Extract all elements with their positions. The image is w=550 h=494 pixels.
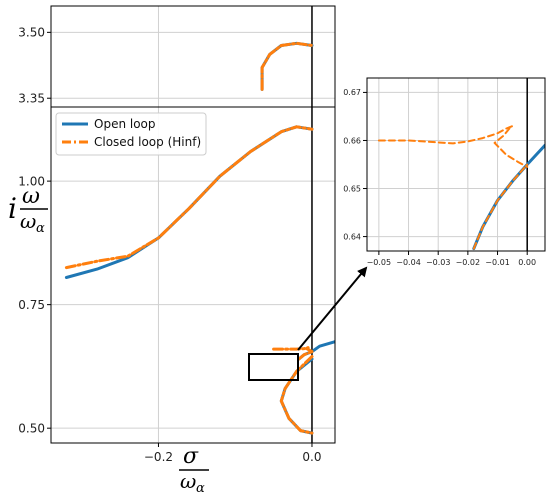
x-tick-label: −0.05	[367, 258, 392, 267]
y-tick-label: 0.67	[343, 88, 361, 97]
x-tick-label: −0.01	[485, 258, 510, 267]
legend-box	[55, 112, 207, 156]
x-tick-label: 0.00	[518, 258, 536, 267]
series-line-closed-loop	[377, 125, 514, 145]
y-axis-label: i ω ω α	[8, 184, 48, 236]
y-tick-label: 0.65	[343, 184, 361, 193]
lower-grid	[51, 107, 335, 443]
upper-grid	[51, 6, 335, 107]
zoom-box	[248, 353, 299, 381]
y-tick-label: 1.00	[18, 174, 45, 188]
series-line-open-loop	[260, 41, 314, 91]
zero-lines	[311, 6, 528, 443]
series-line-closed-loop	[297, 350, 314, 361]
y-tick-label: 0.75	[18, 298, 45, 312]
upper-axes-frame	[50, 5, 336, 108]
y-tick-label: 3.50	[18, 26, 45, 40]
x-tick-label: −0.03	[426, 258, 451, 267]
x-label-denominator: ω	[180, 469, 196, 493]
x-tick-label: −0.04	[396, 258, 421, 267]
zoom-arrow	[297, 266, 368, 351]
upper-series	[260, 41, 314, 91]
series-line-closed-loop	[279, 355, 314, 435]
legend: Open loop Closed loop (Hinf)	[55, 112, 207, 156]
x-tick-label: −0.02	[456, 258, 481, 267]
series-line-closed-loop	[64, 125, 314, 270]
y-tick-label: 3.35	[18, 91, 45, 105]
legend-label-closed-loop: Closed loop (Hinf)	[94, 135, 201, 149]
y-label-denominator: ω	[20, 209, 36, 233]
y-label-numerator: ω	[22, 184, 40, 209]
inset-series	[377, 125, 545, 251]
series-line-open-loop	[472, 143, 545, 251]
x-label-denominator-sub: α	[196, 481, 205, 494]
lower-series	[64, 125, 335, 435]
x-axis-label: σ ω α	[179, 444, 209, 494]
series-line-closed-loop	[472, 163, 529, 250]
legend-label-open-loop: Open loop	[94, 117, 156, 131]
lower-axes-frame	[50, 106, 336, 444]
y-tick-label: 0.66	[343, 136, 361, 145]
inset-grid	[367, 78, 545, 251]
tick-labels: 3.35 3.50 −0.2 0.0 0.50 0.75 1.00 −0.05 −0.04 −0.…	[18, 26, 536, 464]
x-tick-label: 0.0	[302, 450, 321, 464]
inset-axes-frame	[366, 77, 546, 252]
x-tick-label: −0.2	[144, 450, 173, 464]
y-tick-label: 0.64	[343, 232, 361, 241]
y-tick-label: 0.50	[18, 421, 45, 435]
series-line-closed-loop	[493, 127, 529, 168]
series-line-closed-loop	[272, 346, 310, 351]
y-label-denominator-sub: α	[36, 221, 45, 236]
y-label-prefix: i	[8, 192, 17, 225]
series-line-closed-loop	[260, 41, 314, 91]
x-label-numerator: σ	[183, 444, 199, 469]
